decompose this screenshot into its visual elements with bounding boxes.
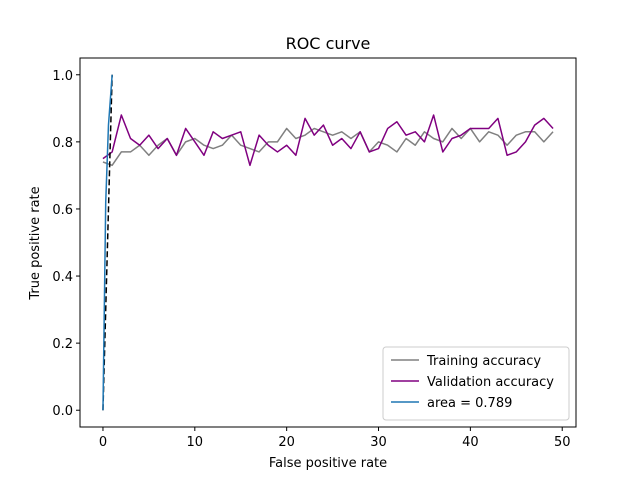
y-axis-ticks: 0.0 0.2 0.4 0.6 0.8 1.0 [52, 69, 80, 419]
x-axis-ticks: 0 10 20 30 40 50 [99, 427, 571, 450]
y-tick-label: 0.4 [52, 270, 73, 285]
y-tick-label: 0.0 [52, 404, 73, 419]
series-line-1 [102, 114, 554, 167]
plot-lines [102, 74, 554, 411]
y-tick-label: 0.2 [52, 337, 73, 352]
legend: Training accuracy Validation accuracy area… [382, 346, 570, 421]
legend-label: Validation accuracy [427, 375, 554, 390]
series-line-2 [102, 74, 113, 411]
y-tick-label: 1.0 [52, 69, 73, 84]
chart-title: ROC curve [286, 34, 371, 53]
x-tick-label: 50 [554, 435, 571, 450]
x-tick-label: 40 [462, 435, 479, 450]
y-axis-label: True positive rate [28, 186, 43, 300]
legend-label: area = 0.789 [427, 396, 512, 411]
y-tick-label: 0.6 [52, 203, 73, 218]
x-tick-label: 10 [187, 435, 204, 450]
series-line-3 [102, 74, 113, 411]
x-tick-label: 20 [278, 435, 295, 450]
legend-label: Training accuracy [426, 354, 541, 369]
y-tick-label: 0.8 [52, 136, 73, 151]
x-tick-label: 0 [99, 435, 107, 450]
x-tick-label: 30 [370, 435, 387, 450]
x-axis-label: False positive rate [269, 456, 387, 471]
legend-box [382, 346, 570, 421]
plot-frame [79, 57, 577, 428]
